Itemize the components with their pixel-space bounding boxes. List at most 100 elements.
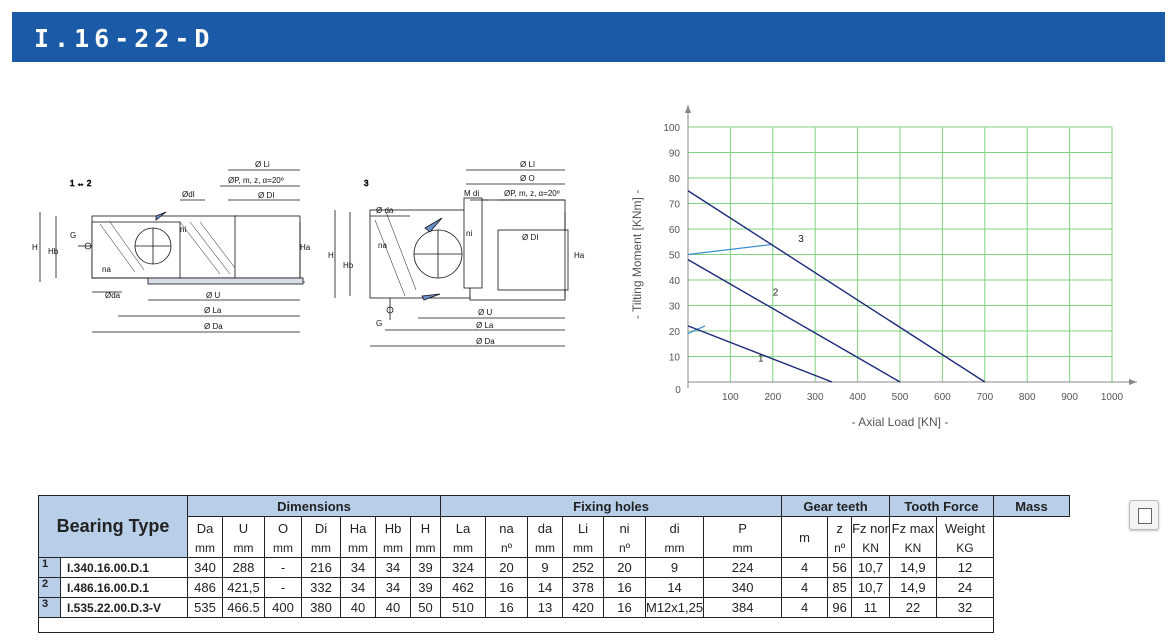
svg-text:ØdI: ØdI (182, 190, 195, 199)
x-tick-label: 700 (976, 392, 993, 403)
table-cell: 20 (603, 557, 646, 578)
right-drawing-labels: Ø LI Ø O ØP, m, z, α=20º M di Ø DI Ø da … (328, 160, 585, 346)
load-line (687, 243, 773, 256)
table-cell: 535 (187, 597, 223, 618)
col-unit: mm (340, 539, 376, 558)
col-unit: mm (440, 539, 486, 558)
x-tick-label: 500 (892, 392, 909, 403)
table-cell: 466.5 (222, 597, 265, 618)
table-cell: 340 (703, 577, 783, 598)
table-cell: 11 (851, 597, 890, 618)
col-unit: mm (410, 539, 441, 558)
y-tick-label: 10 (669, 353, 681, 364)
col-label: Weight (935, 516, 994, 539)
group-mass: Mass (992, 495, 1070, 517)
y-tick-label: 60 (669, 225, 681, 236)
svg-text:Ø U: Ø U (478, 308, 492, 317)
table-cell: 20 (485, 557, 528, 578)
table-cell: 9 (644, 557, 705, 578)
x-tick-label: 300 (807, 392, 824, 403)
col-unit: mm (222, 539, 265, 558)
table-cell: 85 (827, 577, 853, 598)
table-cell: 34 (340, 577, 376, 598)
table-row: 1 I.340.16.00.D.1 340 288-216 34 34 39 324 20 9 25… (38, 557, 1070, 578)
x-tick-label: 800 (1019, 392, 1036, 403)
col-label: O (264, 516, 302, 539)
svg-text:Ha: Ha (300, 243, 311, 252)
empty-cell (38, 617, 994, 633)
svg-text:ni: ni (180, 225, 186, 234)
table-cell: 384 (703, 597, 783, 618)
col-label: Di (301, 516, 341, 539)
left-section-drawing: 1 ↔ 2 (39, 169, 305, 333)
x-tick-label: 1000 (1101, 392, 1124, 403)
y-tick-label: 50 (669, 251, 681, 262)
col-unit: mm (703, 539, 783, 558)
svg-text:na: na (102, 265, 111, 274)
col-label: U (222, 516, 265, 539)
svg-text:M di: M di (464, 189, 479, 198)
table-cell: 332 (301, 577, 341, 598)
title-banner: I.16-22-D (12, 12, 1165, 62)
col-label: Hb (375, 516, 411, 539)
col-label: Li (562, 516, 604, 539)
y-tick-label: 100 (663, 123, 680, 134)
x-axis-label: - Axial Load [KN] - (852, 415, 949, 429)
table-cell: 4 (781, 557, 829, 578)
x-tick-label: 100 (722, 392, 739, 403)
table-cell: 10,7 (851, 577, 890, 598)
bearing-type-header: Bearing Type (38, 495, 188, 558)
col-unit: mm (527, 539, 563, 558)
table-cell: 32 (935, 597, 994, 618)
svg-text:H: H (32, 243, 38, 252)
table-cell: 12 (935, 557, 994, 578)
table-cell: 50 (410, 597, 441, 618)
calculator-icon[interactable] (1129, 500, 1159, 530)
col-unit: nº (485, 539, 528, 558)
table-cell: 14 (644, 577, 705, 598)
col-label: Ha (340, 516, 376, 539)
svg-text:ØP, m, z, α=20º: ØP, m, z, α=20º (228, 176, 284, 185)
table-cell: 39 (410, 577, 441, 598)
col-unit: nº (603, 539, 646, 558)
svg-text:Ø U: Ø U (206, 291, 220, 300)
row-number: 3 (38, 597, 61, 618)
svg-text:Ø Li: Ø Li (255, 160, 270, 169)
x-tick-label: 600 (934, 392, 951, 403)
svg-text:ni: ni (466, 229, 472, 238)
col-label: di (644, 516, 705, 539)
x-axis-arrow (1129, 379, 1137, 385)
col-unit: mm (264, 539, 302, 558)
table-cell: 40 (340, 597, 376, 618)
bearing-type-cell: I.486.16.00.D.1 (60, 577, 188, 598)
x-tick-label: 200 (764, 392, 781, 403)
table-cell: - (264, 557, 302, 578)
series-line-1 (687, 325, 833, 383)
bearing-spec-table: Bearing Type Dimensions Fixing holes Gea… (38, 495, 1070, 633)
svg-text:G: G (376, 319, 382, 328)
col-unit: mm (644, 539, 705, 558)
col-unit: KG (935, 539, 994, 558)
table-cell: 14 (527, 577, 563, 598)
svg-text:Ø La: Ø La (476, 321, 494, 330)
table-cell: 4 (781, 577, 829, 598)
col-unit: mm (375, 539, 411, 558)
table-cell: 252 (562, 557, 604, 578)
table-cell: 486 (187, 577, 223, 598)
svg-text:Ø O: Ø O (520, 174, 535, 183)
series-label-2: 2 (773, 287, 779, 298)
svg-text:Ø da: Ø da (376, 206, 394, 215)
table-cell: 324 (440, 557, 486, 578)
table-cell: 22 (888, 597, 937, 618)
table-cell: 13 (527, 597, 563, 618)
col-unit: mm (562, 539, 604, 558)
col-label: H (410, 516, 441, 539)
table-cell: 216 (301, 557, 341, 578)
table-cell: 56 (827, 557, 853, 578)
load-capacity-chart: 0 100 200 300 400 500 600 700 800 900 1000 10 20 30 40… (610, 95, 1150, 440)
y-axis-label: - Tilting Moment [KNm] - (630, 190, 644, 319)
group-dimensions: Dimensions (187, 495, 441, 517)
right-section-drawing: 3 (334, 169, 569, 347)
col-unit: mm (301, 539, 341, 558)
col-label: z (827, 516, 853, 539)
